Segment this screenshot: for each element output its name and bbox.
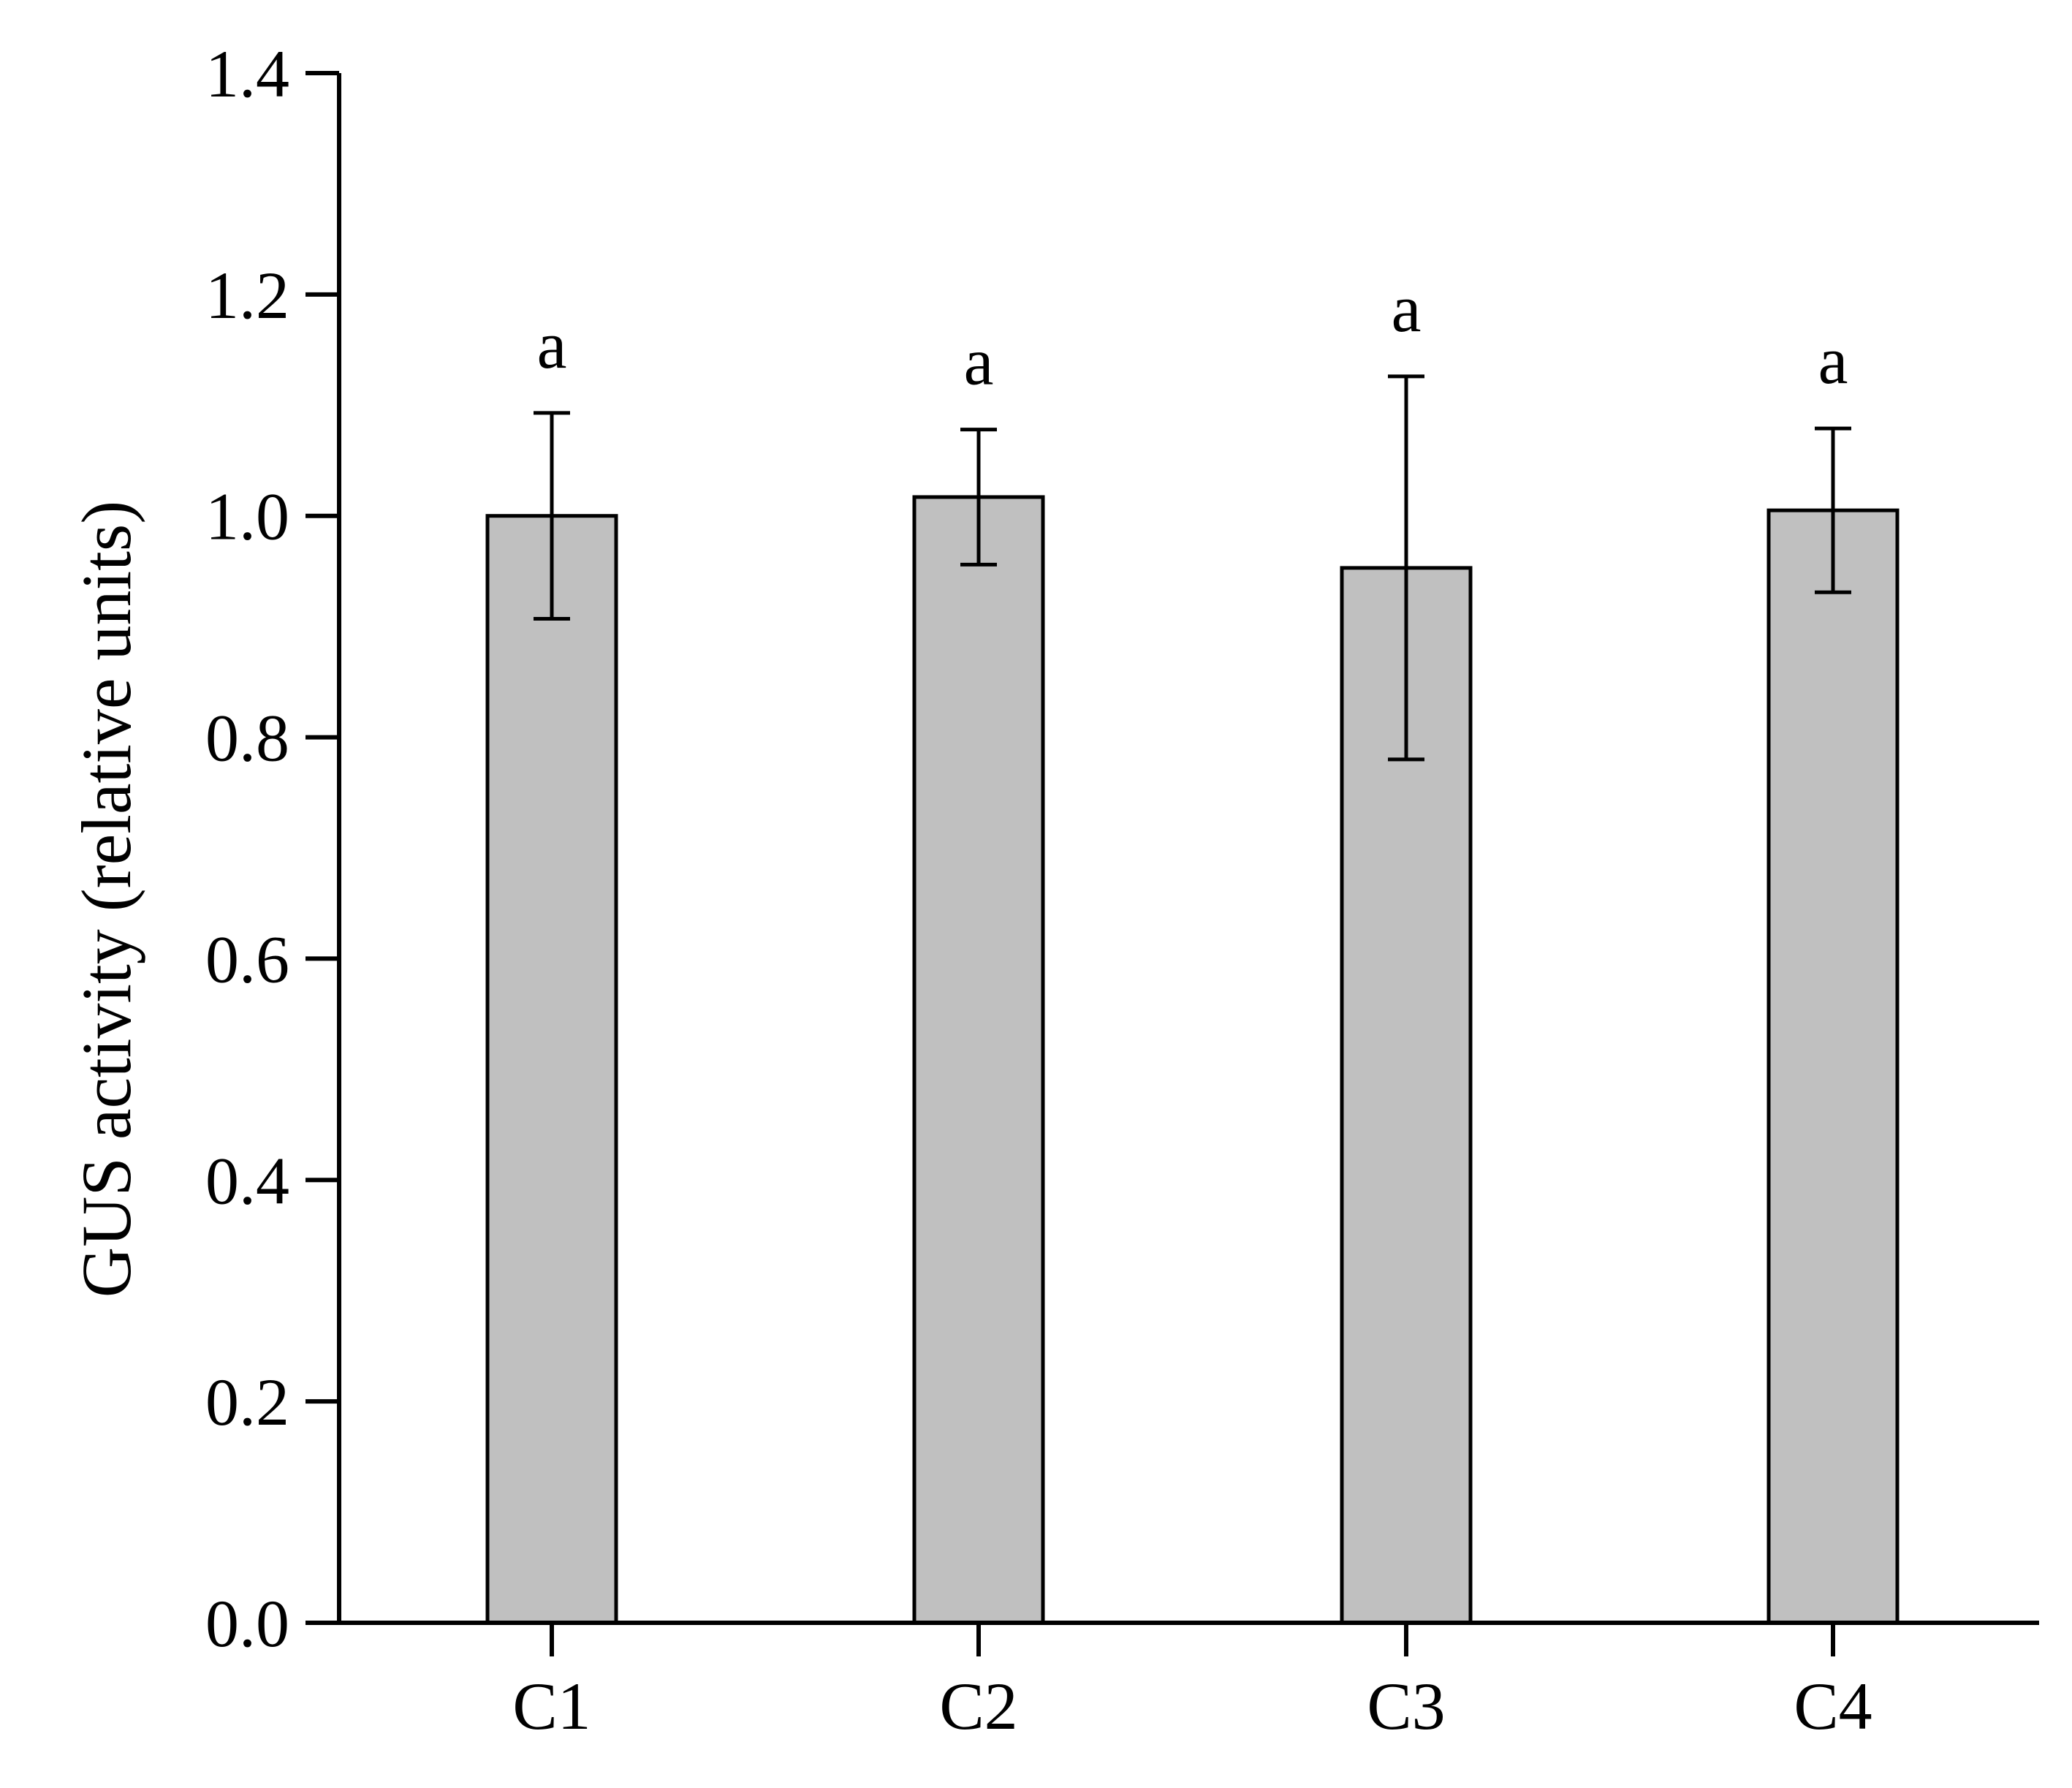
y-tick-label: 1.2 bbox=[205, 258, 289, 333]
error-bar-C2 bbox=[960, 428, 997, 567]
error-bar-C4 bbox=[1815, 426, 1851, 594]
error-bar-C3 bbox=[1388, 374, 1424, 762]
bar-C4 bbox=[1766, 508, 1900, 1625]
significance-label-C1: a bbox=[537, 308, 567, 382]
y-tick-label: 1.4 bbox=[205, 37, 289, 111]
labels-layer: a C1 a C2 a C3 a C4 0.0 0.2 0.4 0.6 0.8 1.0 1.2 1.4 bbox=[205, 37, 1872, 1743]
x-tick-label-C3: C3 bbox=[1367, 1669, 1445, 1743]
bar-C1 bbox=[485, 514, 618, 1625]
x-tick-label-C4: C4 bbox=[1794, 1669, 1872, 1743]
y-tick-label: 0.2 bbox=[205, 1365, 289, 1439]
significance-label-C3: a bbox=[1392, 271, 1422, 346]
y-tick-label: 0.6 bbox=[205, 922, 289, 996]
y-axis-title: GUS activity (relative units) bbox=[67, 501, 145, 1298]
y-tick-label: 1.0 bbox=[205, 480, 289, 554]
y-tick-label: 0.8 bbox=[205, 701, 289, 776]
x-tick-label-C1: C1 bbox=[512, 1669, 591, 1743]
x-tick-label-C2: C2 bbox=[939, 1669, 1017, 1743]
bar-C2 bbox=[912, 495, 1045, 1625]
significance-label-C4: a bbox=[1818, 323, 1848, 398]
bars-layer bbox=[485, 374, 1900, 1625]
significance-label-C2: a bbox=[964, 325, 994, 399]
error-bar-C1 bbox=[534, 411, 570, 621]
y-tick-label: 0.0 bbox=[205, 1586, 289, 1661]
y-tick-label: 0.4 bbox=[205, 1143, 289, 1218]
axes-layer bbox=[306, 71, 2039, 1656]
